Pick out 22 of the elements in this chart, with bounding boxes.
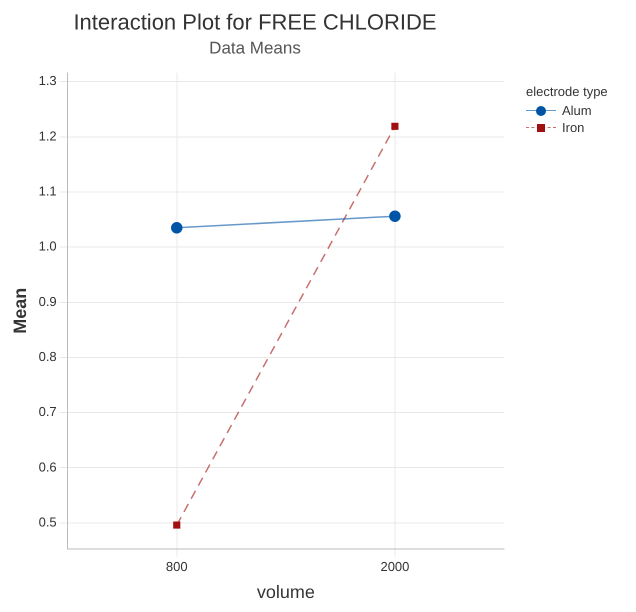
x-tick-label: 2000 xyxy=(380,559,410,574)
chart-subtitle: Data Means xyxy=(209,38,301,58)
y-axis-title: Mean xyxy=(10,288,30,334)
legend-label: Iron xyxy=(562,120,584,136)
point xyxy=(391,122,398,130)
legend-title: electrode type xyxy=(526,84,609,100)
y-tick-label: 0.5 xyxy=(38,514,57,530)
legend-label: Alum xyxy=(562,102,592,118)
y-tick-label: 1.2 xyxy=(38,128,57,144)
y-tick-label: 1.1 xyxy=(38,184,57,199)
y-tick-label: 1.3 xyxy=(38,73,57,88)
chart-title: Interaction Plot for FREE CHLORIDE xyxy=(73,9,437,34)
point xyxy=(171,222,183,234)
y-tick-label: 0.8 xyxy=(38,348,57,364)
x-tick-label: 800 xyxy=(166,559,188,574)
x-axis-title: volume xyxy=(256,582,315,602)
y-tick-label: 0.7 xyxy=(38,404,57,420)
point xyxy=(389,210,401,222)
y-tick-label: 0.9 xyxy=(38,294,57,309)
y-tick-label: 0.6 xyxy=(38,459,57,474)
point xyxy=(173,522,180,529)
y-tick-label: 1.0 xyxy=(38,238,57,254)
